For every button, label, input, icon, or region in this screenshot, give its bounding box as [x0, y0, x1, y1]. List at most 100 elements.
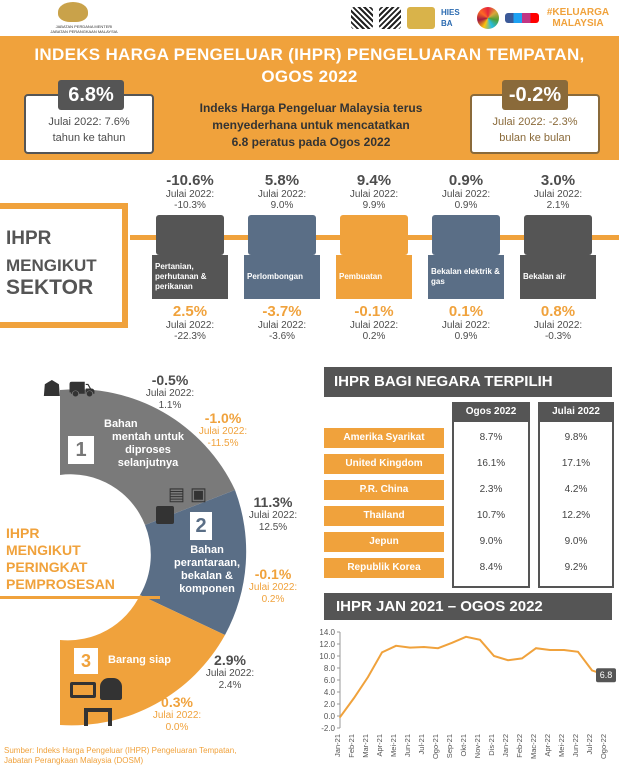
stage-3-a-value: 2.9% — [214, 652, 246, 668]
data-point — [381, 651, 383, 654]
country-aug-value: 2.3% — [479, 484, 503, 495]
data-point — [339, 716, 341, 718]
sector-bottom-value: -3.7% — [262, 303, 302, 320]
stage-2-badge: 2 — [190, 512, 212, 540]
stage-1-b: -1.0% Julai 2022: -11.5% — [190, 410, 256, 450]
sector-top-prev-value: 9.9% — [362, 200, 386, 211]
countries-col-1-header: Ogos 2022 — [452, 402, 530, 422]
sector-label: Perlombongan — [244, 255, 320, 299]
country-name: United Kingdom — [324, 454, 444, 474]
social-media-icons[interactable] — [505, 13, 539, 23]
x-tick-label: Dis-21 — [487, 734, 496, 756]
gloves-icon — [100, 678, 122, 700]
sector-label: Pembuatan — [336, 255, 412, 299]
stage-3-a: 2.9% Julai 2022: 2.4% — [200, 652, 260, 692]
title-line-2: OGOS 2022 — [261, 67, 358, 86]
sector-column: 9.4% Julai 2022: 9.9% Pembuatan -0.1% Julai 2… — [334, 172, 414, 342]
process-title-1: IHPR — [6, 525, 40, 541]
stage-2-l1: Bahan — [190, 544, 224, 556]
sector-top-value: -10.6% — [166, 172, 214, 189]
series-line — [339, 635, 607, 718]
sector-bottom-value: 0.8% — [540, 303, 576, 320]
data-point — [577, 651, 579, 653]
sector-top-value: 5.8% — [264, 172, 300, 189]
country-aug-value: 8.7% — [479, 432, 503, 443]
y-tick-label: 0.0 — [324, 712, 336, 721]
summary-text: Indeks Harga Pengeluar Malaysia terus me… — [166, 100, 456, 151]
sector-column: 0.9% Julai 2022: 0.9% Bekalan elektrik & ga… — [426, 172, 506, 342]
stage-1-b-value: -1.0% — [204, 410, 242, 426]
process-title-4: PEMPROSESAN — [6, 576, 115, 592]
stage-1-l2: mentah untuk — [111, 431, 185, 443]
country-name: Thailand — [324, 506, 444, 526]
x-tick-label: Mac-22 — [529, 734, 538, 759]
x-tick-label: Jan-22 — [501, 734, 510, 757]
x-tick-label: Ogo-21 — [431, 734, 440, 759]
y-tick-label: 2.0 — [324, 700, 336, 709]
source-line-2: Jabatan Perangkaan Malaysia (DOSM) — [4, 756, 144, 765]
sector-label: Pertanian, perhutanan & perikanan — [152, 255, 228, 299]
x-tick-label: Jan-21 — [333, 734, 342, 757]
stage-1-badge: 1 — [68, 436, 94, 464]
last-value-label: 6.8 — [600, 670, 613, 680]
page-title: INDEKS HARGA PENGELUAR (IHPR) PENGELUARA… — [0, 44, 619, 88]
x-tick-label: Mei-21 — [389, 734, 398, 757]
x-tick-label: Jul-22 — [585, 734, 594, 754]
stage-1-l3: diproses — [125, 444, 171, 456]
sector-bottom-prev: Julai 2022: — [257, 320, 307, 331]
data-point — [367, 676, 369, 678]
sector-columns: -10.6% Julai 2022: -10.3% Pertanian, perhut… — [150, 172, 610, 362]
trend-title: IHPR JAN 2021 – OGOS 2022 — [324, 593, 612, 620]
stage-3-a-prev2: 2.4% — [218, 680, 242, 691]
x-tick-label: Ogo-22 — [599, 734, 608, 759]
country-name: Amerika Syarikat — [324, 428, 444, 448]
sector-title-1: IHPR — [6, 228, 52, 249]
laptop-icon — [70, 682, 96, 698]
sdg-wheel-icon — [477, 7, 499, 29]
sector-bottom-value: 2.5% — [172, 303, 208, 320]
sector-bottom-prev-value: 0.2% — [362, 331, 386, 342]
sector-bottom-prev-value: -3.6% — [268, 331, 296, 342]
stage-2-b: -0.1% Julai 2022: 0.2% — [242, 566, 304, 606]
country-aug-value: 9.0% — [479, 536, 503, 547]
x-tick-label: Mar-21 — [361, 734, 370, 758]
sector-bottom-value: 0.1% — [448, 303, 484, 320]
sector-title-2: MENGIKUT — [6, 256, 97, 275]
sector-top-prev-value: 9.0% — [270, 200, 294, 211]
water-tap-icon — [524, 215, 592, 255]
hies-logo: HIES BA — [441, 8, 460, 28]
sector-bottom-prev-value: 0.9% — [454, 331, 478, 342]
country-jul-value: 9.0% — [564, 536, 588, 547]
data-point — [409, 646, 411, 649]
country-name: Republik Korea — [324, 558, 444, 578]
mom-value: -0.2% — [502, 80, 568, 110]
factory-icon — [340, 215, 408, 255]
sector-top-value: 9.4% — [356, 172, 392, 189]
country-name: P.R. China — [324, 480, 444, 500]
sector-top-prev-value: 0.9% — [454, 200, 478, 211]
sector-column: 5.8% Julai 2022: 9.0% Perlombongan -3.7% Jula… — [242, 172, 322, 342]
stage-2-b-prev1: Julai 2022: — [248, 582, 298, 593]
mom-prev: Julai 2022: -2.3% — [492, 116, 578, 128]
sector-top-prev: Julai 2022: — [165, 189, 215, 200]
qr-code-icon[interactable] — [351, 7, 373, 29]
process-title-3: PERINGKAT — [6, 559, 88, 575]
data-point — [353, 697, 355, 699]
stage-1-a: -0.5% Julai 2022: 1.1% — [140, 372, 200, 412]
stage-3-b-value: 0.3% — [161, 694, 193, 710]
data-point — [451, 642, 453, 644]
process-title: IHPR MENGIKUT PERINGKAT PEMPROSESAN — [6, 525, 115, 593]
stage-1-a-prev1: Julai 2022: — [145, 388, 195, 399]
stage-1-icons: ☗ ⛟ — [42, 376, 96, 401]
qr-code-icon[interactable] — [379, 7, 401, 29]
process-divider — [0, 596, 160, 599]
stage-1-a-value: -0.5% — [151, 372, 189, 388]
y-tick-label: 6.0 — [324, 676, 336, 685]
stage-1-b-prev1: Julai 2022: — [198, 426, 248, 437]
sector-bottom-prev-value: -22.3% — [174, 331, 206, 342]
sector-title: IHPR MENGIKUT SEKTOR — [6, 228, 97, 300]
sector-bottom-value: -0.1% — [354, 303, 394, 320]
department-name: JABATAN PERDANA MENTERI JABATAN PERANGKA… — [50, 24, 118, 34]
stage-2-chip-icon — [156, 506, 174, 524]
anniversary-logo-icon — [407, 7, 435, 29]
